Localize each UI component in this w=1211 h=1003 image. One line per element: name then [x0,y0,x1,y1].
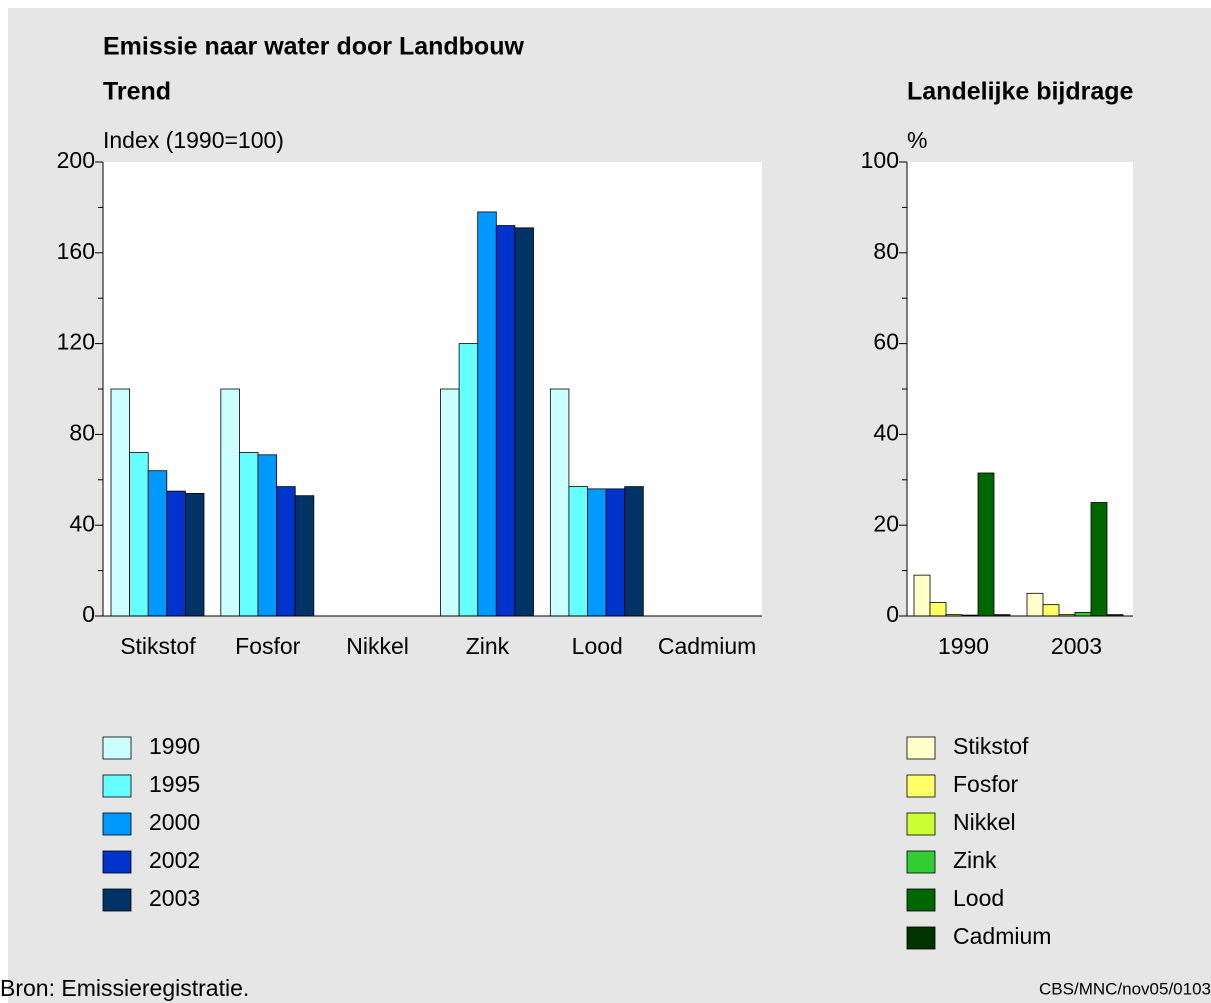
legend-label: 2003 [149,885,200,911]
chart-title: Trend [103,78,171,106]
x-tick-label: Stikstof [120,633,196,659]
bar [587,488,607,617]
bar [929,601,947,617]
legend-swatch [102,736,132,760]
y-tick-label: 60 [873,329,899,355]
legend-swatch [906,926,936,950]
y-tick-label: 0 [886,601,899,627]
y-axis-label: Index (1990=100) [103,127,284,153]
bar [1026,592,1044,617]
bar [495,225,516,617]
x-tick-label: Nikkel [346,633,409,659]
bar [1074,611,1092,617]
y-tick-label: 200 [57,147,95,173]
bar [276,486,296,617]
bar [166,490,186,617]
chart-title: Landelijke bijdrage [907,78,1134,106]
bar [549,388,570,617]
legend-label: Cadmium [953,923,1051,949]
source: Bron: Emissieregistratie. [0,975,249,1001]
y-tick-label: 20 [873,510,899,536]
bar [458,343,479,617]
bar [147,470,168,617]
bar [624,486,644,617]
y-tick-label: 100 [861,147,899,173]
x-tick-label: Fosfor [235,633,301,659]
bar [913,574,931,617]
y-tick-label: 40 [69,510,95,536]
legend-swatch [102,774,132,798]
y-tick-label: 160 [57,238,95,264]
x-tick-label: Cadmium [658,633,756,659]
y-tick-label: 80 [69,419,95,445]
bar [440,388,460,617]
bar [977,472,995,617]
legend-label: Zink [953,847,997,873]
y-tick-label: 120 [57,329,95,355]
x-tick-label: Lood [572,633,623,659]
y-tick-label: 80 [873,238,899,264]
legend-label: 1990 [149,733,200,759]
y-axis-label: % [907,127,927,153]
legend-swatch [906,812,936,836]
bar [184,493,205,617]
legend-label: Fosfor [953,771,1019,797]
legend-swatch [102,888,132,912]
bar [1090,502,1108,617]
legend-label: Lood [953,885,1004,911]
x-tick-label: Zink [466,633,510,659]
page-title: Emissie naar water door Landbouw [103,33,524,61]
bar [220,388,240,617]
legend-swatch [102,812,132,836]
legend-label: Stikstof [953,733,1029,759]
legend-label: Nikkel [953,809,1016,835]
legend-swatch [102,850,132,874]
plot-area [103,162,762,616]
legend-label: 2002 [149,847,200,873]
bar [514,227,534,617]
bar [257,454,278,617]
bar [129,452,149,617]
legend-label: 1995 [149,771,200,797]
x-tick-label: 1990 [938,633,989,659]
code: CBS/MNC/nov05/0103 [1039,979,1211,998]
y-tick-label: 40 [873,419,899,445]
legend-swatch [906,736,936,760]
bar [605,488,626,617]
bar [110,388,131,617]
bar [239,452,259,617]
legend-swatch [906,888,936,912]
legend-swatch [906,774,936,798]
legend-label: 2000 [149,809,200,835]
legend-swatch [906,850,936,874]
y-tick-label: 0 [82,601,95,627]
bar [294,495,315,617]
bar [568,486,588,617]
bar [1042,604,1060,617]
bar [477,211,497,617]
x-tick-label: 2003 [1051,633,1102,659]
